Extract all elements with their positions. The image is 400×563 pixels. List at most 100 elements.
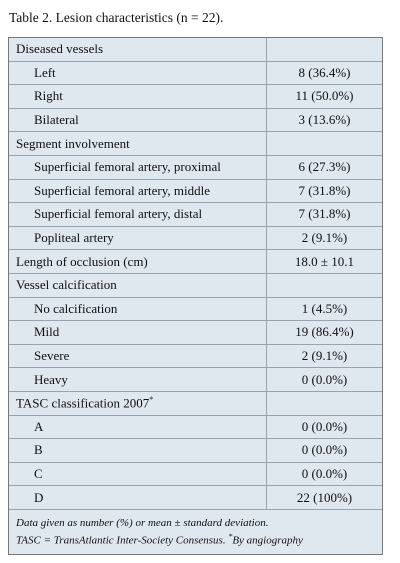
- value-text: 0 (0.0%): [301, 418, 348, 434]
- table-row: Vessel calcification: [9, 273, 382, 298]
- label-text: Length of occlusion (cm): [16, 253, 148, 269]
- value-cell: [266, 391, 382, 416]
- value-cell: 0 (0.0%): [266, 462, 382, 487]
- footnote-sup: *: [228, 531, 233, 541]
- value-text: 0 (0.0%): [301, 371, 348, 387]
- table-row: Right 11 (50.0%): [9, 84, 382, 109]
- label-text: Bilateral: [34, 112, 79, 128]
- value-cell: 7 (31.8%): [266, 179, 382, 204]
- value-text: 1 (4.5%): [301, 300, 348, 316]
- label-text: Superficial femoral artery, middle: [34, 182, 211, 198]
- value-cell: 2 (9.1%): [266, 226, 382, 251]
- row-label: Superficial femoral artery, middle: [9, 179, 267, 204]
- label-text: Superficial femoral artery, distal: [34, 206, 203, 222]
- label-text: Vessel calcification: [16, 277, 117, 293]
- value-cell: 19 (86.4%): [266, 320, 382, 345]
- footnote-text: By angiography: [232, 534, 303, 547]
- value-text: 7 (31.8%): [298, 182, 351, 198]
- row-label: Popliteal artery: [9, 226, 267, 251]
- label-sup: *: [149, 395, 154, 405]
- section-label: TASC classification 2007*: [9, 391, 267, 416]
- value-text: 19 (86.4%): [295, 324, 354, 340]
- value-cell: 0 (0.0%): [266, 415, 382, 440]
- row-label: Mild: [9, 320, 267, 345]
- row-label: Right: [9, 84, 267, 109]
- value-text: 2 (9.1%): [301, 230, 348, 246]
- table-box: Diseased vessels Left 8 (36.4%) Right 11 (50…: [8, 37, 383, 555]
- value-text: 22 (100%): [296, 489, 353, 505]
- value-cell: [266, 38, 382, 62]
- table-row: Superficial femoral artery, middle 7 (31.…: [9, 179, 382, 204]
- value-cell: 0 (0.0%): [266, 438, 382, 463]
- table-row: B 0 (0.0%): [9, 438, 382, 463]
- table-row: Left 8 (36.4%): [9, 61, 382, 86]
- row-label: Severe: [9, 344, 267, 369]
- row-label: Bilateral: [9, 108, 267, 133]
- table-row: Segment involvement: [9, 131, 382, 156]
- row-label: D: [9, 485, 267, 510]
- label-text: Popliteal artery: [34, 230, 114, 246]
- value-cell: 2 (9.1%): [266, 344, 382, 369]
- row-label: Heavy: [9, 367, 267, 392]
- value-text: 6 (27.3%): [298, 159, 351, 175]
- table-title: Table 2. Lesion characteristics (n = 22)…: [9, 10, 224, 25]
- table-row: Diseased vessels: [9, 38, 382, 62]
- value-text: 7 (31.8%): [298, 206, 351, 222]
- value-text: 8 (36.4%): [298, 64, 351, 80]
- value-cell: 0 (0.0%): [266, 367, 382, 392]
- row-label: A: [9, 415, 267, 440]
- label-text: B: [34, 442, 43, 458]
- value-cell: 11 (50.0%): [266, 84, 382, 109]
- table-row: Length of occlusion (cm) 18.0 ± 10.1: [9, 249, 382, 274]
- table-row: Popliteal artery 2 (9.1%): [9, 226, 382, 251]
- value-text: 18.0 ± 10.1: [294, 253, 355, 269]
- row-label: Superficial femoral artery, distal: [9, 202, 267, 227]
- label-text: Severe: [34, 348, 70, 364]
- value-cell: 1 (4.5%): [266, 297, 382, 322]
- section-label: Diseased vessels: [9, 38, 267, 62]
- section-label: Length of occlusion (cm): [9, 249, 267, 274]
- label-text: TASC classification 2007: [16, 395, 150, 411]
- label-text: Segment involvement: [16, 135, 130, 151]
- table-row: Superficial femoral artery, proximal 6 (2…: [9, 155, 382, 180]
- row-label: Superficial femoral artery, proximal: [9, 155, 267, 180]
- value-text: 0 (0.0%): [301, 442, 348, 458]
- row-label: No calcification: [9, 297, 267, 322]
- value-cell: 6 (27.3%): [266, 155, 382, 180]
- table-row: Bilateral 3 (13.6%): [9, 108, 382, 133]
- label-text: Heavy: [34, 371, 68, 387]
- row-label: Left: [9, 61, 267, 86]
- table-row: C 0 (0.0%): [9, 462, 382, 487]
- footnote-text: TASC = TransAtlantic Inter-Society Conse…: [16, 534, 229, 547]
- footnote-line: Data given as number (%) or mean ± stand…: [16, 516, 269, 529]
- section-label: Segment involvement: [9, 131, 267, 156]
- row-label: B: [9, 438, 267, 463]
- table-row: No calcification 1 (4.5%): [9, 297, 382, 322]
- label-text: Right: [34, 88, 63, 104]
- footnote-line: TASC = TransAtlantic Inter-Society Conse…: [16, 530, 375, 548]
- value-cell: 7 (31.8%): [266, 202, 382, 227]
- value-text: 11 (50.0%): [295, 88, 354, 104]
- label-text: Mild: [34, 324, 60, 340]
- table-row: Severe 2 (9.1%): [9, 344, 382, 369]
- section-label: Vessel calcification: [9, 273, 267, 298]
- table-row: Mild 19 (86.4%): [9, 320, 382, 345]
- value-cell: [266, 273, 382, 298]
- table-row: A 0 (0.0%): [9, 415, 382, 440]
- value-cell: 8 (36.4%): [266, 61, 382, 86]
- value-text: 3 (13.6%): [298, 112, 351, 128]
- table-row: Superficial femoral artery, distal 7 (31.…: [9, 202, 382, 227]
- table: Diseased vessels Left 8 (36.4%) Right 11 (50…: [9, 38, 382, 510]
- table-row: Heavy 0 (0.0%): [9, 367, 382, 392]
- value-text: 2 (9.1%): [301, 348, 348, 364]
- label-text: Diseased vessels: [16, 41, 104, 57]
- label-text: Left: [34, 64, 56, 80]
- value-cell: [266, 131, 382, 156]
- value-cell: 22 (100%): [266, 485, 382, 510]
- label-text: Superficial femoral artery, proximal: [34, 159, 221, 175]
- label-text: A: [34, 418, 44, 434]
- label-text: D: [34, 489, 44, 505]
- value-cell: 3 (13.6%): [266, 108, 382, 133]
- value-text: 0 (0.0%): [301, 465, 348, 481]
